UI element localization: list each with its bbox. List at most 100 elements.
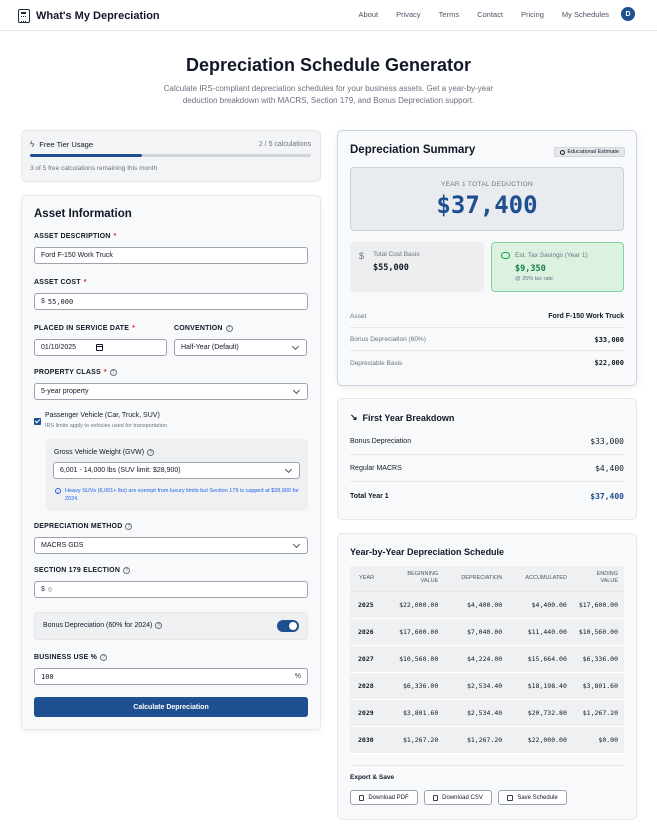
gvw-label: Gross Vehicle Weight (GVW)? [54,449,155,456]
cell-beginning: $10,560.00 [386,645,445,673]
cell-year: 2027 [350,645,387,673]
save-schedule-button[interactable]: Save Schedule [498,790,567,805]
passenger-vehicle-hint: IRS limits apply to vehicles used for tr… [45,423,167,429]
breakdown-value: $33,000 [590,437,624,446]
calculate-depreciation-button[interactable]: Calculate Depreciation [34,697,308,717]
business-use-input[interactable]: 100 % [34,668,308,685]
section179-input[interactable]: $ 0 [34,581,308,598]
nav-terms[interactable]: Terms [438,9,460,19]
help-icon[interactable]: ? [147,449,155,456]
section179-label: SECTION 179 ELECTION? [34,567,131,574]
piggy-bank-icon [501,252,510,259]
convention-value: Half-Year (Default) [181,344,239,351]
bonus-label-text: Bonus Depreciation (60% for 2024) [43,622,153,629]
breakdown-key: Bonus Depreciation [350,438,412,445]
currency-prefix: $ [41,298,45,305]
nav-privacy[interactable]: Privacy [396,9,421,19]
convention-select[interactable]: Half-Year (Default) [174,339,307,356]
calendar-icon[interactable] [96,344,103,351]
asset-cost-label-text: ASSET COST [34,279,81,286]
help-icon[interactable]: ? [125,523,133,530]
user-avatar[interactable]: D [621,7,635,21]
cell-accumulated: $4,400.00 [508,591,573,619]
summary-value: $22,000 [594,359,624,367]
document-icon [359,794,365,801]
bonus-depreciation-toggle[interactable] [277,620,299,632]
passenger-vehicle-checkbox[interactable] [34,418,41,425]
summary-value: Ford F-150 Work Truck [548,313,624,320]
divider [350,765,624,766]
asset-description-value: Ford F-150 Work Truck [41,252,113,259]
cell-beginning: $22,000.00 [386,591,445,619]
cell-depreciation: $4,224.00 [444,645,509,673]
year1-total-label: YEAR 1 TOTAL DEDUCTION [441,181,533,188]
property-class-select[interactable]: 5-year property [34,383,308,400]
download-pdf-label: Download PDF [368,794,409,801]
col-year: YEAR [350,566,387,592]
asset-description-input[interactable]: Ford F-150 Work Truck [34,247,308,264]
depreciation-method-select[interactable]: MACRS GDS [34,537,308,554]
help-icon[interactable]: ? [225,325,233,332]
help-icon[interactable]: ? [100,654,108,661]
nav-my-schedules[interactable]: My Schedules [561,9,609,19]
required-marker: * [132,325,136,332]
page-title: Depreciation Schedule Generator [185,55,472,75]
breakdown-value: $37,400 [590,491,624,501]
cost-basis-card: $ Total Cost Basis $55,000 [350,242,484,292]
service-date-label: PLACED IN SERVICE DATE * [34,325,135,332]
table-row: 2025 $22,000.00 $4,400.00 $4,400.00 $17,… [350,591,624,619]
nav-pricing[interactable]: Pricing [520,9,544,19]
download-pdf-button[interactable]: Download PDF [350,790,418,805]
gvw-select[interactable]: 6,001 - 14,000 lbs (SUV limit: $28,900) [53,462,300,479]
cell-depreciation: $1,267.20 [444,726,509,754]
col-ending-value: ENDING VALUE [572,566,624,592]
cell-ending: $10,560.00 [572,618,624,646]
asset-description-label-text: ASSET DESCRIPTION [34,233,111,240]
col-depreciation: DEPRECIATION [444,566,509,592]
schedule-table: YEAR BEGINNING VALUE DEPRECIATION ACCUMU… [350,566,624,754]
cell-depreciation: $2,534.40 [444,699,509,727]
service-date-input[interactable]: 01/10/2025 [34,339,167,356]
tax-savings-label: Est. Tax Savings (Year 1) [515,252,588,259]
page-subtitle: Calculate IRS-compliant depreciation sch… [163,84,494,105]
help-icon[interactable]: ? [155,622,163,629]
help-icon[interactable]: ? [109,369,117,376]
app-logo[interactable]: What's My Depreciation [18,9,160,23]
download-csv-label: Download CSV [442,794,483,801]
free-tier-usage-panel: ϟ Free Tier Usage 2 / 5 calculations 3 o… [21,130,321,182]
convention-label-text: CONVENTION [174,325,223,332]
chevron-down-icon [284,465,293,474]
help-icon[interactable]: ? [123,567,131,574]
lightning-icon: ϟ [30,140,35,149]
download-csv-button[interactable]: Download CSV [424,790,492,805]
chevron-down-icon [291,342,300,351]
cell-year: 2025 [350,591,387,619]
cell-ending: $17,600.00 [572,591,624,619]
required-marker: * [103,369,107,376]
nav-about[interactable]: About [358,9,379,19]
cell-depreciation: $7,040.00 [444,618,509,646]
year1-total-card: YEAR 1 TOTAL DEDUCTION $37,400 [350,167,624,231]
summary-key: Asset [350,313,367,320]
breakdown-title-text: First Year Breakdown [362,412,455,423]
info-icon: i [55,488,61,494]
method-value: MACRS GDS [41,542,84,549]
business-use-label-text: BUSINESS USE % [34,654,98,661]
asset-cost-input[interactable]: $ 55,000 [34,293,308,310]
free-tier-title: Free Tier Usage [39,140,94,149]
breakdown-row-total: Total Year 1 $37,400 [350,483,624,509]
first-year-breakdown-panel [337,398,637,520]
table-row: 2027 $10,560.00 $4,224.00 $15,664.00 $6,… [350,645,624,673]
chevron-down-icon [292,540,301,549]
gvw-info-note: i Heavy SUVs (6,001+ lbs) are exempt fro… [55,487,300,503]
asset-info-title: Asset Information [34,208,132,220]
cell-depreciation: $4,400.00 [444,591,509,619]
col-beginning-value: BEGINNING VALUE [386,566,445,592]
table-row: 2028 $6,336.00 $2,534.40 $18,198.40 $3,8… [350,672,624,700]
summary-row-basis: Depreciable Basis $22,000 [350,352,624,374]
nav-contact[interactable]: Contact [477,9,503,19]
method-label: DEPRECIATION METHOD? [34,523,133,530]
gvw-section: Gross Vehicle Weight (GVW)? 6,001 - 14,0… [46,439,308,511]
breakdown-title: ↘ First Year Breakdown [350,412,454,423]
export-title: Export & Save [350,774,395,781]
